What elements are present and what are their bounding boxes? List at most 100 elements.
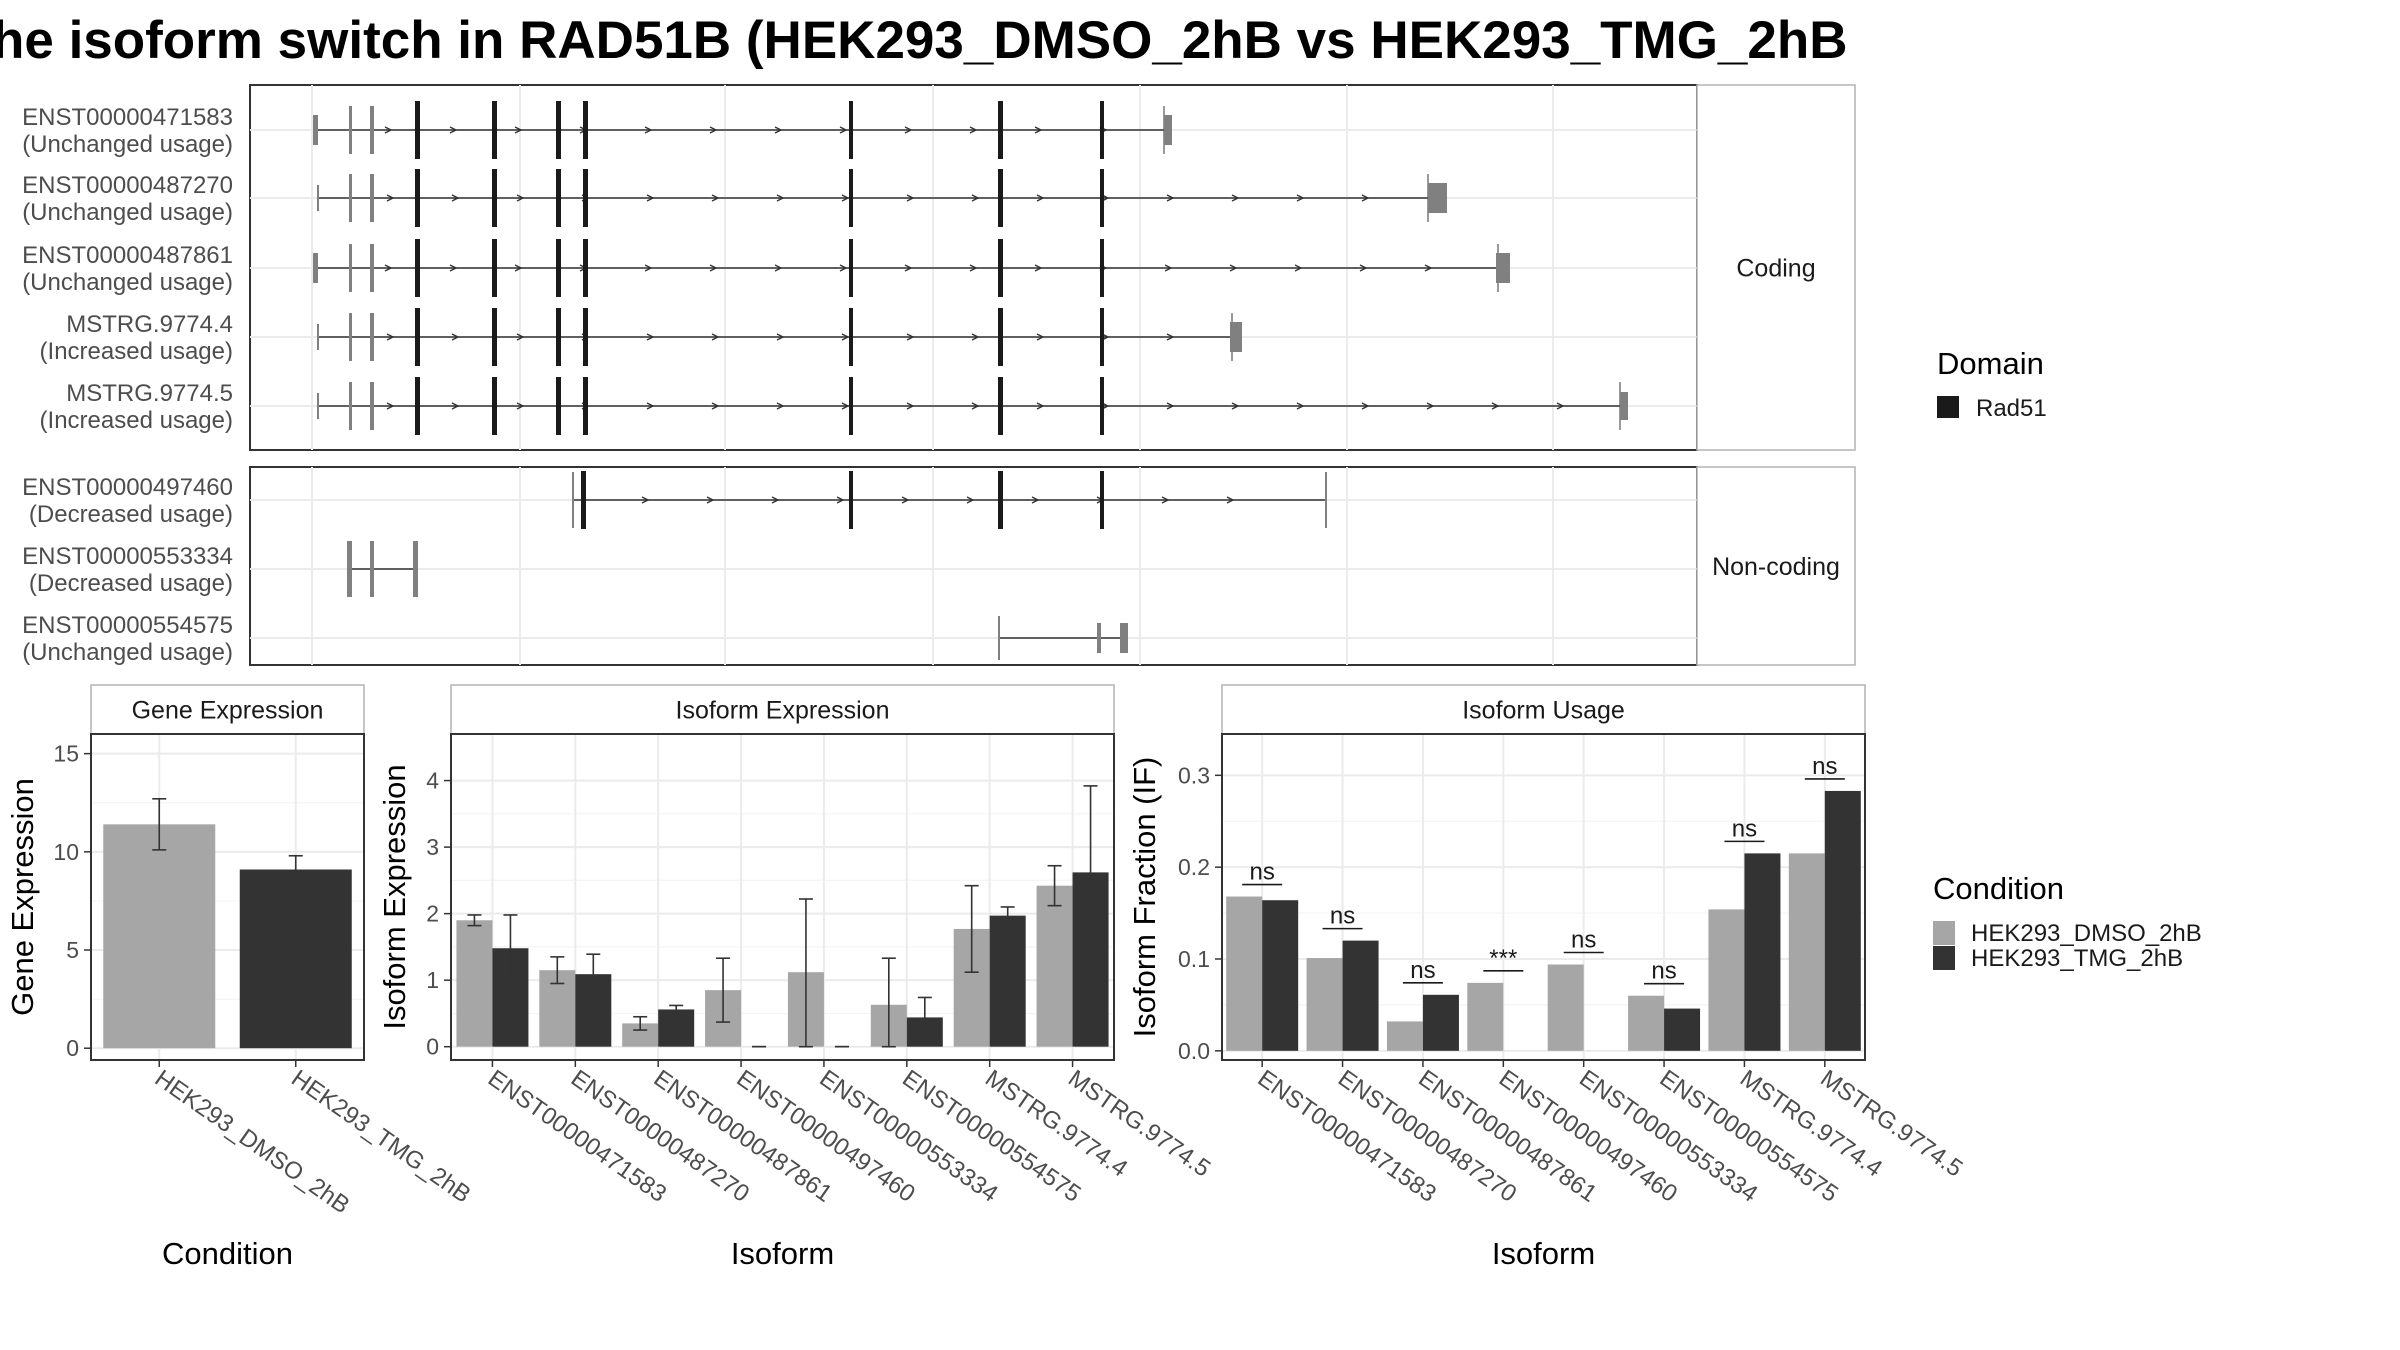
direction-arrow xyxy=(646,333,655,341)
utr-exon xyxy=(1230,322,1242,352)
rad51-domain-exon xyxy=(849,471,853,529)
utr-exon xyxy=(317,393,319,419)
direction-arrow xyxy=(1226,496,1235,504)
utr-exon xyxy=(1120,623,1128,653)
rad51-domain-exon xyxy=(998,471,1003,529)
isoform-label-usage: (Unchanged usage) xyxy=(22,199,233,226)
rad51-domain-exon xyxy=(556,308,561,366)
direction-arrow xyxy=(1231,402,1240,410)
isoform-expression-panel: Isoform Expression01234ENST00000471583EN… xyxy=(377,684,1215,1271)
direction-arrow xyxy=(514,126,523,134)
significance-label: ns xyxy=(1571,926,1596,953)
y-tick-label: 0.3 xyxy=(1178,762,1210,788)
direction-arrow xyxy=(711,402,720,410)
isoform-label-usage: (Unchanged usage) xyxy=(22,269,233,296)
utr-exon xyxy=(317,324,319,350)
rad51-domain-exon xyxy=(556,377,561,435)
direction-arrow xyxy=(841,333,850,341)
direction-arrow xyxy=(646,194,655,202)
bar xyxy=(1628,995,1665,1051)
direction-arrow xyxy=(1426,402,1435,410)
direction-arrow xyxy=(839,126,848,134)
legend-label-dmso: HEK293_DMSO_2hB xyxy=(1971,920,2202,947)
direction-arrow xyxy=(1036,402,1045,410)
direction-arrow xyxy=(449,264,458,272)
y-tick-label: 15 xyxy=(53,741,79,767)
significance-label: ns xyxy=(1732,815,1757,842)
bar xyxy=(1547,964,1584,1051)
rad51-domain-exon xyxy=(849,308,853,366)
direction-arrow xyxy=(384,126,393,134)
direction-arrow xyxy=(516,333,525,341)
isoform-label-usage: (Decreased usage) xyxy=(29,501,233,528)
y-tick-label: 0.1 xyxy=(1178,946,1210,972)
direction-arrow xyxy=(451,402,460,410)
direction-arrow xyxy=(386,194,395,202)
rad51-domain-exon xyxy=(581,471,586,529)
direction-arrow xyxy=(776,333,785,341)
rad51-domain-exon xyxy=(849,169,853,227)
rad51-domain-exon xyxy=(492,101,497,159)
direction-arrow xyxy=(449,126,458,134)
panel-strip xyxy=(450,684,1115,735)
direction-arrow xyxy=(841,194,850,202)
direction-arrow xyxy=(516,402,525,410)
figure-title: he isoform switch in RAD51B (HEK293_DMSO… xyxy=(0,11,1848,70)
rad51-domain-exon xyxy=(1100,308,1104,366)
bar xyxy=(1708,909,1745,1051)
y-tick-label: 4 xyxy=(426,768,439,794)
direction-arrow xyxy=(1556,402,1565,410)
bar xyxy=(1342,940,1379,1051)
utr-exon xyxy=(998,616,1000,660)
direction-arrow xyxy=(771,496,780,504)
bar xyxy=(1036,885,1073,1047)
isoform-label-id: ENST00000553334 xyxy=(22,543,233,570)
direction-arrow xyxy=(1164,264,1173,272)
panel-border xyxy=(1221,733,1866,1061)
direction-arrow xyxy=(776,194,785,202)
direction-arrow xyxy=(514,264,523,272)
rad51-domain-exon xyxy=(998,101,1003,159)
utr-exon xyxy=(1620,392,1628,420)
direction-arrow xyxy=(841,402,850,410)
rad51-domain-exon xyxy=(1100,471,1104,529)
bar xyxy=(1422,994,1459,1051)
utr-exon xyxy=(313,253,318,283)
direction-arrow xyxy=(711,194,720,202)
direction-arrow xyxy=(516,194,525,202)
direction-arrow xyxy=(711,333,720,341)
rad51-domain-exon xyxy=(583,169,588,227)
isoform-label-id: ENST00000471583 xyxy=(22,104,233,131)
facet-strip xyxy=(1696,466,1856,666)
rad51-domain-exon xyxy=(849,239,853,297)
direction-arrow xyxy=(1294,264,1303,272)
structure-panel-non-coding xyxy=(249,466,1698,666)
rad51-domain-exon xyxy=(1100,377,1104,435)
rad51-domain-exon xyxy=(556,169,561,227)
direction-arrow xyxy=(1296,402,1305,410)
direction-arrow xyxy=(709,126,718,134)
isoform-label-id: MSTRG.9774.4 xyxy=(66,311,233,338)
y-tick-label: 0 xyxy=(426,1034,439,1060)
utr-exon xyxy=(370,106,374,154)
direction-arrow xyxy=(451,333,460,341)
legend-key-tmg xyxy=(1933,946,1955,970)
direction-arrow xyxy=(1034,126,1043,134)
utr-exon xyxy=(1325,472,1327,528)
bar xyxy=(1306,958,1343,1051)
rad51-domain-exon xyxy=(849,101,853,159)
utr-exon xyxy=(317,185,319,211)
direction-arrow xyxy=(774,126,783,134)
utr-exon xyxy=(349,106,352,154)
direction-arrow xyxy=(971,194,980,202)
x-axis-title: Condition xyxy=(162,1236,293,1271)
utr-exon xyxy=(347,541,352,597)
y-tick-label: 0.0 xyxy=(1178,1038,1210,1064)
significance-label: ns xyxy=(1651,958,1676,985)
rad51-domain-exon xyxy=(492,377,497,435)
rad51-domain-exon xyxy=(415,308,420,366)
direction-arrow xyxy=(1296,194,1305,202)
isoform-label-usage: (Decreased usage) xyxy=(29,570,233,597)
bar xyxy=(1788,853,1825,1051)
direction-arrow xyxy=(1229,264,1238,272)
